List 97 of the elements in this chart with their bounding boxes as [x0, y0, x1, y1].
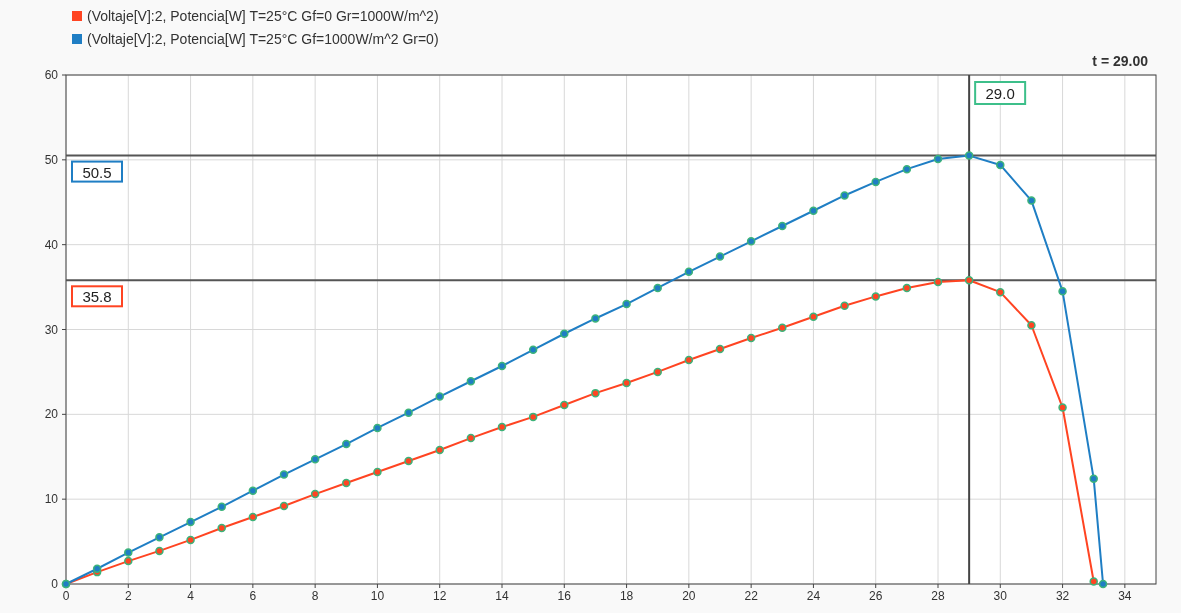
point	[653, 367, 662, 377]
x-tick-label: 2	[124, 589, 132, 603]
x-tick-label: 22	[744, 589, 759, 603]
point	[310, 455, 320, 464]
point	[1027, 321, 1036, 330]
point	[124, 556, 133, 566]
x-tick-label: 18	[619, 589, 634, 603]
point	[964, 276, 974, 285]
point	[560, 400, 569, 410]
y-tick-label: 40	[44, 237, 59, 252]
point	[435, 392, 444, 401]
point	[715, 252, 725, 261]
point	[404, 408, 413, 417]
x-tick-label: 20	[682, 589, 696, 603]
x-tick-label: 0	[62, 589, 70, 603]
point	[778, 323, 787, 333]
point	[155, 546, 164, 556]
x-tick-label: 34	[1118, 589, 1132, 603]
point	[248, 512, 258, 522]
point	[778, 221, 787, 231]
point	[871, 177, 880, 187]
point	[342, 439, 351, 449]
point	[155, 533, 164, 542]
point	[1089, 474, 1098, 484]
text: t = 29.00	[1092, 53, 1149, 69]
x-tick-label: 10	[370, 589, 385, 603]
point	[746, 333, 756, 343]
y-tick-label: 30	[44, 322, 59, 337]
point	[466, 433, 476, 443]
point	[528, 412, 538, 422]
x-tick-label: 6	[249, 589, 257, 603]
point	[186, 517, 195, 527]
point	[746, 237, 756, 246]
point	[560, 329, 569, 338]
x-tick-label: 30	[993, 589, 1008, 603]
point	[217, 523, 226, 533]
point	[497, 422, 507, 432]
point	[809, 312, 818, 322]
point	[373, 423, 382, 433]
point	[715, 344, 725, 354]
point	[435, 445, 444, 455]
point	[809, 206, 818, 215]
point	[591, 314, 600, 323]
x-tick-label: 12	[433, 589, 447, 603]
point	[1058, 403, 1067, 412]
point	[591, 388, 600, 398]
x-tick-label: 28	[931, 589, 945, 603]
legend-label: (Voltaje[V]:2, Potencia[W] T=25°C Gf=0 Gr=1000W/m^2)	[87, 8, 439, 24]
point	[622, 378, 631, 388]
point	[964, 151, 974, 160]
point	[1089, 577, 1098, 586]
point	[871, 292, 880, 301]
point	[933, 154, 943, 164]
point	[342, 478, 351, 488]
point	[310, 489, 320, 499]
legend-label: (Voltaje[V]:2, Potencia[W] T=25°C Gf=1000W/m^2 Gr=0)	[87, 31, 439, 47]
point	[1058, 287, 1067, 296]
point	[1027, 196, 1036, 205]
x-tick-label: 14	[495, 589, 509, 603]
x-tick-label: 26	[869, 589, 883, 603]
y-tick-label: 0	[51, 577, 59, 591]
point	[684, 267, 694, 277]
point	[684, 355, 694, 365]
y-tick-label: 20	[44, 407, 59, 422]
point	[217, 502, 226, 512]
ref-line-label: 35.8	[82, 288, 112, 306]
point	[186, 535, 195, 545]
point	[840, 301, 849, 310]
point	[902, 283, 912, 293]
x-tick-label: 32	[1055, 589, 1070, 603]
x-tick-label: 4	[187, 589, 195, 603]
ref-line-label: 29.0	[985, 85, 1015, 102]
point	[279, 501, 289, 511]
point	[497, 361, 507, 371]
point	[996, 287, 1005, 297]
point	[248, 486, 258, 495]
point	[92, 564, 102, 573]
point	[528, 345, 538, 355]
point	[466, 377, 476, 386]
x-tick-label: 16	[557, 589, 572, 603]
point	[902, 164, 912, 174]
point	[404, 456, 413, 466]
ref-line-label: 50.5	[82, 163, 112, 181]
point	[996, 160, 1005, 170]
x-tick-label: 8	[311, 589, 319, 603]
y-tick-label: 50	[44, 152, 59, 167]
point	[840, 191, 849, 200]
point	[373, 467, 382, 477]
y-tick-label: 10	[44, 492, 59, 507]
point	[933, 277, 943, 287]
point	[124, 548, 133, 557]
x-tick-label: 24	[806, 589, 821, 603]
point	[1098, 579, 1108, 589]
point	[653, 283, 662, 293]
point	[279, 470, 289, 479]
y-tick-label: 60	[44, 68, 59, 82]
point	[622, 299, 631, 309]
